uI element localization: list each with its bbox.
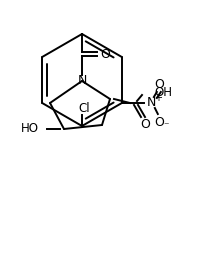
Text: N: N [77, 75, 87, 88]
Text: O: O [154, 116, 164, 128]
Text: O: O [100, 48, 110, 60]
Text: Cl: Cl [78, 101, 90, 115]
Text: O: O [140, 119, 150, 131]
Text: N: N [147, 97, 157, 110]
Text: ⁻: ⁻ [163, 121, 169, 131]
Text: HO: HO [21, 122, 39, 135]
Text: O: O [154, 78, 164, 91]
Text: +: + [154, 93, 162, 103]
Text: OH: OH [154, 85, 172, 98]
